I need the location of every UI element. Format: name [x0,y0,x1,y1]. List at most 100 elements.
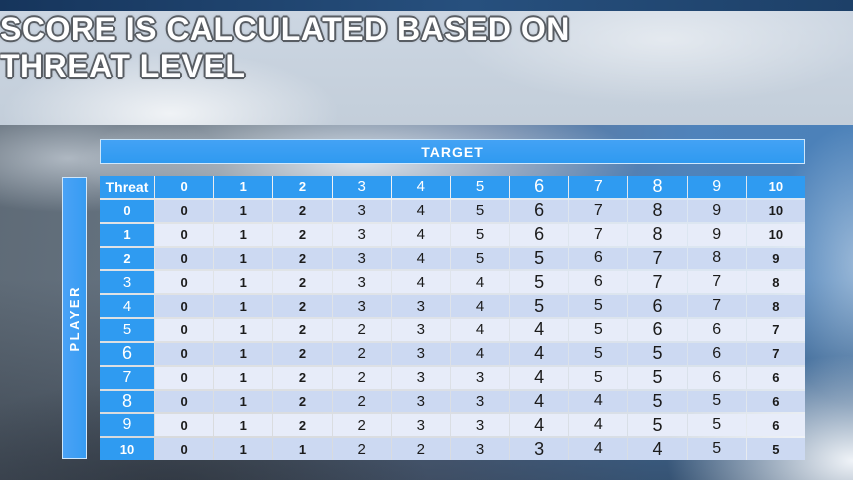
target-axis-bar: TARGET [100,139,805,164]
slide-title: SCORE IS CALCULATED BASED ON THREAT LEVE… [0,11,640,85]
table-cell: 6 [569,271,628,294]
table-cell: 1 [214,247,273,270]
table-cell: 4 [450,342,510,365]
column-header-4: 4 [391,176,450,198]
table-cell: 5 [569,366,628,389]
table-cell: 0 [155,295,214,317]
row-header-6: 6 [100,342,154,365]
table-cell: 5 [628,366,687,389]
table-cell: 5 [510,271,569,294]
column-header-3: 3 [332,176,391,198]
column-header-6: 6 [510,176,569,198]
row-header-10: 10 [100,438,154,460]
table-cell: 5 [450,199,510,222]
table-cell: 0 [155,390,214,413]
row-header-4: 4 [100,295,154,317]
table-cell: 3 [450,390,510,413]
table-cell: 6 [569,247,628,270]
table-cell: 0 [155,199,214,222]
table-cell: 2 [273,342,332,365]
row-header-3: 3 [100,271,154,294]
table-cell: 1 [214,438,273,460]
table-cell: 1 [214,390,273,413]
player-axis-bar: PLAYER [62,177,87,459]
table-cell: 10 [746,199,805,222]
table-cell: 6 [510,199,569,222]
table-cell: 8 [746,295,805,317]
table-cell: 2 [273,295,332,317]
table-cell: 4 [569,414,628,437]
row-header-5: 5 [100,319,154,341]
table-cell: 2 [332,342,391,365]
row-header-9: 9 [100,414,154,437]
table-cell: 3 [450,438,510,460]
table-cell: 2 [391,438,450,460]
table-cell: 5 [510,295,569,317]
score-table: Threat 0 1 2 3 4 5 6 7 8 9 10 0 0 1 2 3 4 5 6 7 8 9 10 1 0 1 2 3 4 5 6 7… [100,176,805,460]
table-cell: 0 [155,319,214,341]
table-cell: 4 [628,438,687,460]
table-cell: 7 [746,319,805,341]
table-cell: 8 [746,271,805,294]
table-cell: 3 [332,223,391,246]
table-cell: 1 [214,199,273,222]
table-cell: 8 [628,223,687,246]
table-cell: 4 [450,295,510,317]
table-cell: 5 [569,319,628,341]
table-cell: 5 [628,342,687,365]
table-cell: 5 [746,438,805,460]
table-cell: 3 [510,438,569,460]
table-cell: 0 [155,223,214,246]
table-cell: 2 [332,366,391,389]
column-header-0: 0 [155,176,214,198]
table-cell: 3 [332,295,391,317]
table-cell: 6 [687,366,746,389]
table-cell: 3 [332,271,391,294]
table-cell: 3 [391,295,450,317]
table-cell: 4 [569,438,628,460]
table-cell: 2 [332,438,391,460]
table-cell: 2 [273,247,332,270]
table-cell: 4 [569,390,628,413]
row-header-8: 8 [100,390,154,413]
table-cell: 4 [510,390,569,413]
table-cell: 0 [155,342,214,365]
table-cell: 4 [391,271,450,294]
table-cell: 4 [450,271,510,294]
row-header-0: 0 [100,199,154,222]
table-cell: 6 [628,295,687,317]
table-cell: 4 [510,414,569,437]
table-cell: 0 [155,438,214,460]
table-cell: 6 [510,223,569,246]
table-cell: 4 [510,342,569,365]
player-axis-label: PLAYER [67,284,82,352]
table-cell: 7 [687,295,746,317]
table-cell: 1 [214,366,273,389]
table-cell: 7 [746,342,805,365]
table-cell: 1 [214,271,273,294]
table-cell: 3 [391,342,450,365]
table-cell: 1 [214,414,273,437]
table-cell: 4 [510,366,569,389]
target-axis-label: TARGET [421,143,484,160]
table-cell: 5 [450,247,510,270]
table-cell: 3 [391,366,450,389]
table-cell: 7 [628,271,687,294]
table-cell: 8 [687,247,746,270]
table-cell: 9 [687,199,746,222]
table-cell: 9 [687,223,746,246]
table-cell: 5 [628,414,687,437]
top-strip [0,0,853,11]
row-header-1: 1 [100,223,154,246]
table-cell: 5 [569,342,628,365]
table-cell: 3 [332,199,391,222]
table-cell: 2 [273,319,332,341]
table-cell: 2 [273,271,332,294]
table-cell: 3 [391,390,450,413]
table-cell: 5 [569,295,628,317]
table-cell: 9 [746,247,805,270]
table-cell: 0 [155,247,214,270]
table-cell: 3 [391,414,450,437]
table-cell: 2 [332,414,391,437]
